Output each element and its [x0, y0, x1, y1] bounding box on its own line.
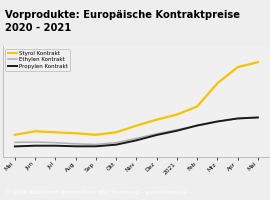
- Text: © 2021 Kunststoff Information, Bad Homburg - www.kiweb.de: © 2021 Kunststoff Information, Bad Hombu…: [5, 190, 188, 195]
- Legend: Styrol Kontrakt, Ethylen Kontrakt, Propylen Kontrakt: Styrol Kontrakt, Ethylen Kontrakt, Propy…: [5, 49, 70, 71]
- Text: Vorprodukte: Europäische Kontraktpreise
2020 - 2021: Vorprodukte: Europäische Kontraktpreise …: [5, 10, 240, 33]
